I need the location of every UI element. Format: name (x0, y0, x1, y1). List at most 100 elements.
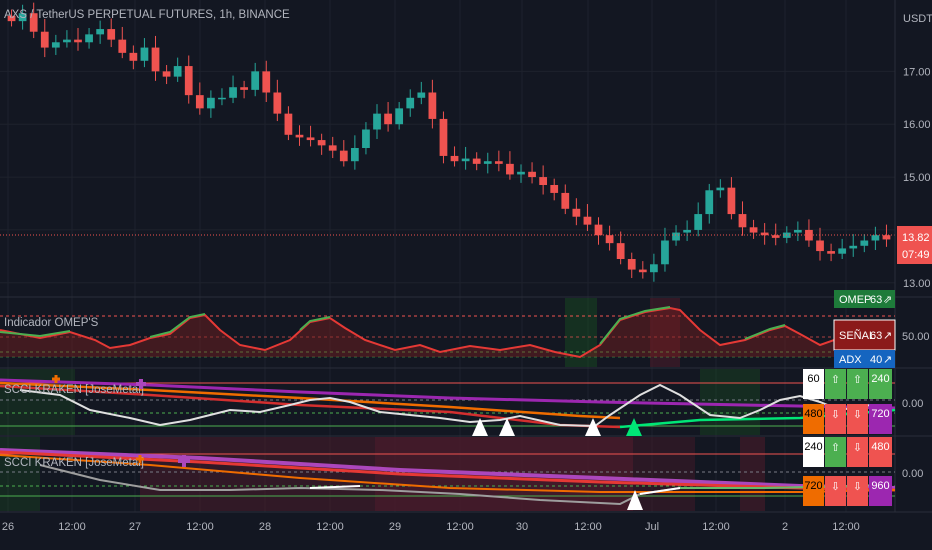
direction-arrow-icon: ⇧ (831, 442, 840, 454)
candle-body (816, 240, 824, 252)
candle-body (860, 240, 869, 246)
candle-body (40, 31, 49, 48)
time-axis-label: 12:00 (316, 521, 344, 533)
price-axis-label: 15.00 (903, 172, 931, 184)
time-axis-label: 27 (129, 521, 141, 533)
scci-480-line (0, 454, 896, 493)
candle-body (506, 163, 514, 175)
candle-body (262, 71, 271, 93)
candle-body (528, 171, 536, 178)
candle-body (517, 171, 525, 175)
table-label: OMEP (839, 294, 871, 306)
candle-countdown: 07:49 (902, 249, 930, 261)
price-axis-label: 13.00 (903, 278, 931, 290)
table-cell: ⇧ (825, 437, 846, 467)
candle-body (85, 34, 93, 43)
table-cell-bg (825, 476, 846, 506)
scci2-status-table: 240 ⇧ ⇩ 480 720 ⇩ ⇩ 960 (803, 437, 892, 506)
scci-240-line-highlight (309, 485, 681, 495)
candle-body (63, 39, 71, 43)
candle-body (339, 150, 348, 162)
candle-body (18, 13, 27, 22)
time-axis-label: 26 (2, 521, 14, 533)
candle-body (406, 97, 415, 109)
triangle-up-icon (626, 418, 642, 436)
zone-highlight (0, 437, 40, 511)
table-cell-bg (825, 369, 846, 399)
candle-body (727, 187, 736, 215)
table-cell (834, 290, 895, 308)
candle-body (284, 113, 293, 135)
time-axis-label: 12:00 (574, 521, 602, 533)
trend-arrow-icon: ↗ (883, 330, 892, 342)
omeps-table-row: ADX 40 ↗ (834, 350, 895, 368)
candle-body (306, 137, 315, 141)
candle-body (683, 229, 691, 233)
candle-body (96, 29, 105, 35)
trend-arrow-icon: ⇗ (883, 294, 892, 306)
candlestick-series (7, 2, 891, 282)
time-axis-label: 29 (389, 521, 401, 533)
timeframe-label: 720 (871, 408, 889, 420)
table-cell-bg (847, 476, 868, 506)
candle-body (572, 208, 581, 217)
scci1-pane[interactable]: SCCI KRAKEN [JoseMetal] 0.00 60 ⇧ ⇧ 240 480 ⇩… (0, 369, 923, 436)
scci-60-line (19, 383, 871, 428)
symbol-title[interactable]: AXS / TetherUS PERPETUAL FUTURES, 1h, BI… (4, 9, 290, 21)
candle-body (550, 185, 559, 193)
table-cell-bg (847, 437, 868, 467)
zone-highlight (633, 437, 695, 511)
timeframe-label: 240 (871, 373, 889, 385)
candle-body (793, 229, 802, 233)
candle-body (218, 97, 226, 100)
table-cell: 720 (869, 404, 892, 434)
candle-body (483, 161, 492, 164)
time-axis-label: Jul (645, 521, 659, 533)
table-cell: 720 (803, 476, 824, 506)
candle-body (251, 71, 260, 90)
price-axis-label: 16.00 (903, 119, 931, 131)
candle-body (140, 47, 149, 61)
price-grid (0, 70, 895, 284)
candle-body (827, 251, 835, 254)
table-cell: ⇩ (847, 437, 868, 467)
candle-body (184, 66, 193, 96)
candle-body (539, 177, 548, 185)
time-axis-label: 28 (259, 521, 271, 533)
triangle-up-icon (627, 490, 643, 510)
table-cell-bg (869, 404, 892, 434)
omeps-axis-label: 50.00 (902, 331, 930, 343)
candle-body (417, 92, 426, 98)
candle-body (384, 113, 392, 125)
time-axis-label: 12:00 (832, 521, 860, 533)
scci2-pane[interactable]: SCCI KRAKEN [JoseMetal] 0.00 240 ⇧ ⇩ 480 720… (0, 437, 923, 511)
candle-body (661, 240, 669, 265)
timeframe-label: 240 (804, 441, 822, 453)
table-cell: ⇩ (847, 404, 868, 434)
table-cell: 480 (803, 404, 824, 434)
candle-body (749, 227, 758, 233)
table-cell-bg (869, 476, 892, 506)
table-cell-bg (847, 404, 868, 434)
candle-body (295, 134, 304, 138)
time-axis[interactable]: 26 12:00 27 12:00 28 12:00 29 12:00 30 12:00 Jul 12… (2, 521, 860, 533)
direction-arrow-icon: ⇧ (853, 374, 862, 386)
triangle-up-icon (585, 418, 601, 436)
timeframe-label: 960 (871, 480, 889, 492)
scci-720-line (0, 378, 896, 410)
table-cell-bg (847, 369, 868, 399)
candle-body (29, 13, 38, 32)
time-axis-label: 12:00 (702, 521, 730, 533)
candle-body (871, 235, 880, 241)
candle-body (672, 232, 680, 241)
direction-arrow-icon: ⇩ (831, 481, 840, 493)
table-cell: 960 (869, 476, 892, 506)
scci-480-line (0, 381, 621, 420)
candle-body (51, 42, 60, 48)
omep-line (0, 306, 786, 345)
candle-body (494, 161, 503, 164)
